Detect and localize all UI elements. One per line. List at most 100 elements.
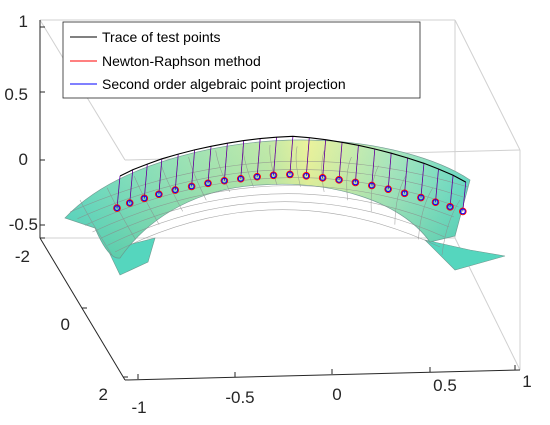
mesh-line-vertical bbox=[370, 165, 379, 212]
legend: Trace of test points Newton-Raphson meth… bbox=[62, 21, 421, 99]
newton-point bbox=[318, 174, 327, 182]
algebraic-projection-line bbox=[338, 142, 343, 180]
mesh-line-vertical bbox=[188, 156, 207, 201]
x-tick-label: 0 bbox=[332, 385, 341, 404]
newton-point bbox=[187, 182, 196, 191]
x-tick-labels: -1 -0.5 0 0.5 1 bbox=[131, 372, 531, 417]
x-axis-line bbox=[124, 369, 521, 381]
algebraic-projection-line bbox=[387, 153, 392, 190]
algebraic-projection-line bbox=[355, 145, 359, 183]
algebraic-projection-line bbox=[322, 139, 327, 178]
newton-point bbox=[302, 172, 311, 180]
projection-point bbox=[270, 172, 277, 179]
projection-point bbox=[172, 187, 179, 193]
y-axis-line bbox=[39, 237, 126, 381]
newton-point bbox=[446, 203, 454, 211]
newton-point bbox=[335, 176, 343, 184]
newton-point bbox=[236, 174, 245, 183]
projection-point bbox=[114, 205, 120, 212]
newton-point bbox=[351, 178, 360, 187]
newton-point bbox=[171, 186, 180, 194]
tick-marks bbox=[40, 26, 516, 379]
mesh-line-vertical bbox=[321, 150, 325, 192]
mesh-line-horizontal bbox=[114, 209, 441, 253]
projection-point bbox=[352, 179, 359, 186]
algebraic-projection-line bbox=[289, 136, 294, 175]
algebraic-projection-line bbox=[404, 157, 408, 194]
y-tick-label: -2 bbox=[15, 247, 30, 266]
algebraic-projection-line bbox=[207, 146, 212, 184]
projection-point bbox=[401, 190, 408, 197]
z-tick-label: 0.5 bbox=[4, 85, 28, 104]
newton-point bbox=[269, 171, 278, 180]
projection-point bbox=[336, 176, 342, 183]
projection-lines bbox=[116, 136, 467, 212]
newton-point bbox=[417, 193, 425, 202]
newton-point bbox=[125, 199, 134, 207]
newton-point bbox=[459, 207, 467, 216]
newton-point bbox=[204, 179, 212, 188]
projection-point bbox=[155, 191, 162, 198]
trace-line bbox=[119, 135, 467, 183]
mesh-line-vertical bbox=[418, 187, 434, 240]
x-tick-label: 0.5 bbox=[433, 376, 457, 395]
projection-point bbox=[368, 182, 375, 189]
mesh-line-vertical bbox=[161, 165, 183, 212]
algebraic-projection-line bbox=[305, 137, 310, 176]
y-tick-label: 0 bbox=[61, 315, 70, 334]
legend-box bbox=[62, 21, 421, 99]
algebraic-projection-line bbox=[116, 175, 121, 209]
projection-point bbox=[303, 172, 310, 179]
newton-point bbox=[368, 181, 376, 190]
projection-markers bbox=[113, 170, 467, 216]
projection-point bbox=[254, 173, 261, 180]
newton-point bbox=[140, 194, 149, 203]
algebraic-projection-line bbox=[174, 154, 179, 191]
projection-point bbox=[287, 171, 293, 178]
projection-point bbox=[237, 175, 244, 182]
projection-point bbox=[141, 195, 148, 202]
top-right-edge bbox=[454, 19, 521, 151]
newton-point bbox=[113, 204, 121, 212]
algebraic-projection-line bbox=[158, 158, 163, 195]
newton-point bbox=[400, 189, 409, 198]
mesh-line-vertical bbox=[295, 146, 301, 187]
newton-point bbox=[220, 176, 229, 185]
projection-point bbox=[418, 194, 424, 201]
algebraic-projection-line bbox=[449, 175, 454, 207]
algebraic-projection-line bbox=[435, 168, 439, 203]
newton-point bbox=[155, 190, 163, 199]
surface-right-wing bbox=[424, 239, 506, 271]
z-tick-label: 1 bbox=[19, 12, 28, 31]
y-tick-label: 2 bbox=[99, 385, 108, 404]
newton-point bbox=[384, 185, 392, 193]
algebraic-projection-line bbox=[420, 163, 425, 198]
projection-point bbox=[319, 174, 326, 181]
algebraic-projection-line bbox=[129, 169, 134, 204]
mesh-line-horizontal bbox=[99, 193, 450, 239]
projection-point bbox=[432, 199, 439, 206]
newton-point bbox=[253, 172, 261, 181]
algebraic-projection-line bbox=[224, 143, 228, 181]
algebraic-projection-line bbox=[462, 182, 467, 212]
axis-lines bbox=[39, 20, 521, 381]
surface-mesh bbox=[69, 144, 469, 256]
mesh-line-vertical bbox=[79, 199, 113, 256]
x-tick-label: 1 bbox=[522, 372, 531, 391]
mesh-line-vertical bbox=[394, 175, 406, 225]
legend-label-projection: Second order algebraic point projection bbox=[102, 76, 346, 92]
algebraic-projection-line bbox=[273, 137, 277, 176]
algebraic-projection-line bbox=[240, 140, 245, 179]
z-tick-label: -0.5 bbox=[9, 215, 38, 234]
projection-point bbox=[385, 186, 392, 193]
mesh-line-horizontal bbox=[92, 185, 455, 233]
projection-point bbox=[447, 203, 453, 210]
x-tick-label: -1 bbox=[131, 398, 146, 417]
projection-point bbox=[459, 208, 466, 215]
algebraic-projection-line bbox=[191, 149, 195, 187]
projection-point bbox=[221, 177, 228, 184]
mesh-line-horizontal bbox=[77, 169, 464, 219]
projection-point bbox=[188, 183, 195, 190]
surface bbox=[64, 139, 506, 276]
